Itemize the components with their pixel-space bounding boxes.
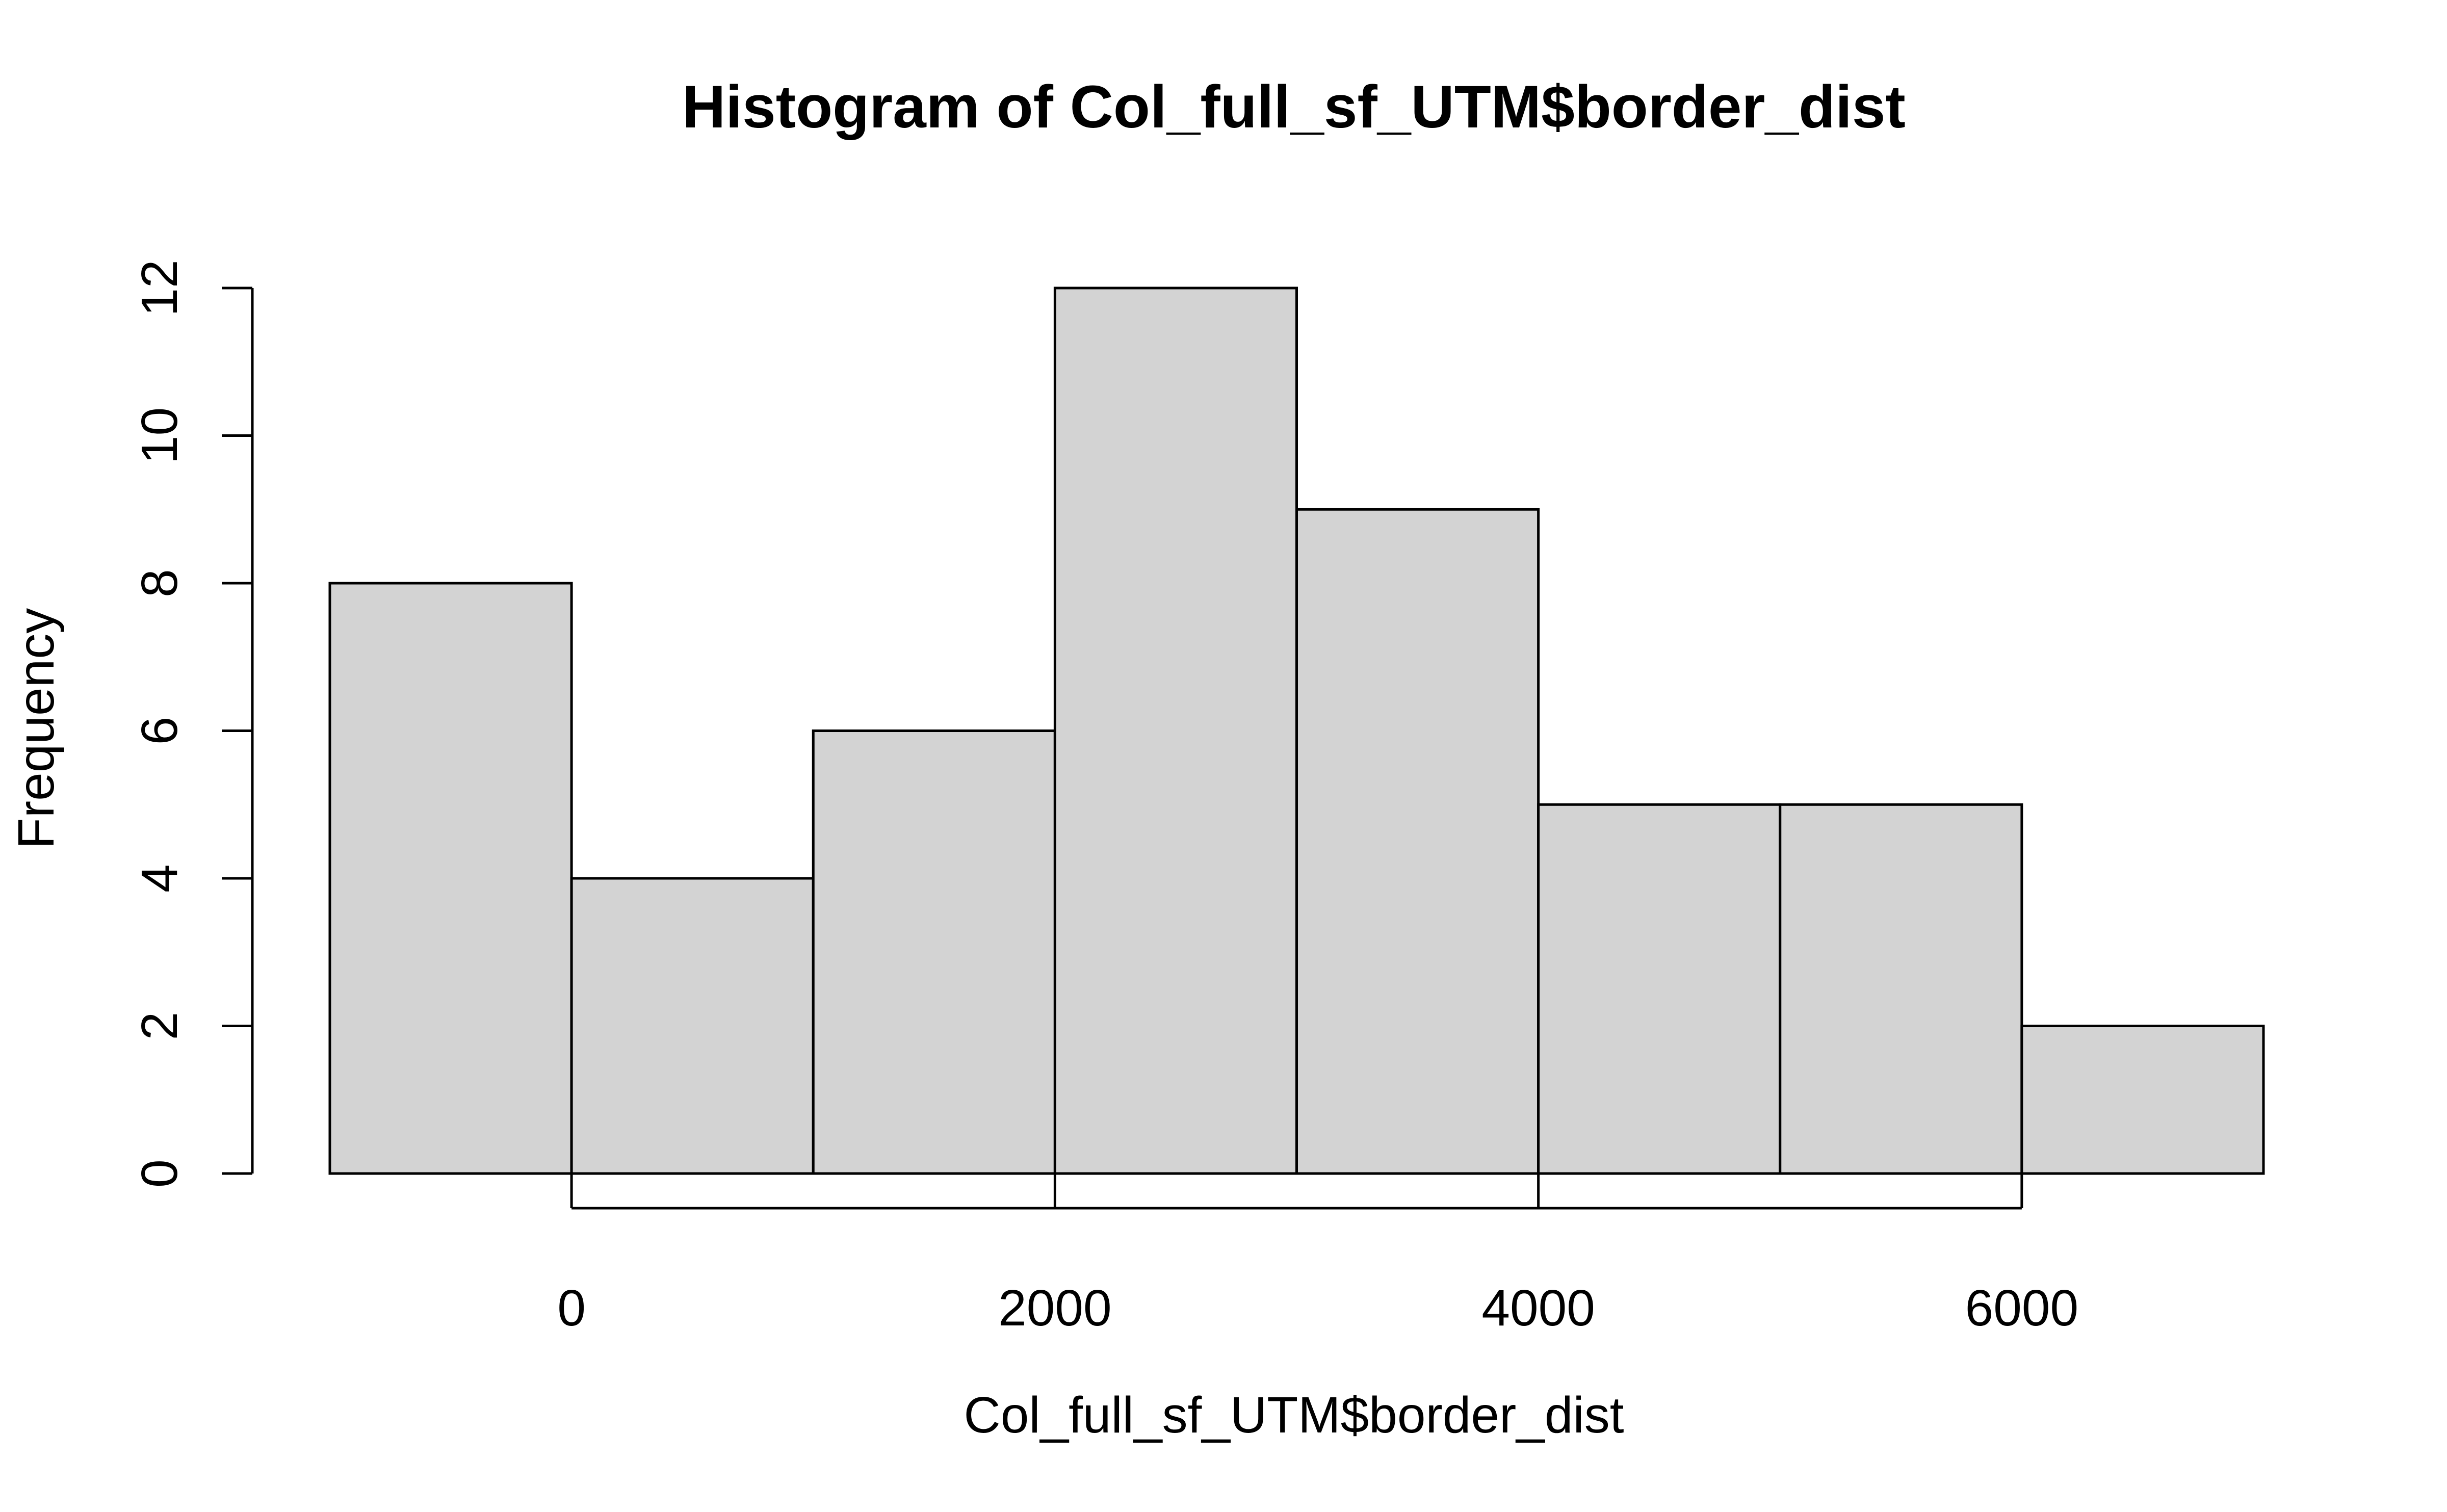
x-tick-label: 2000 [998, 1280, 1111, 1337]
y-tick-label: 2 [131, 1012, 188, 1040]
histogram-bar [1295, 508, 1540, 1175]
x-tick-label: 6000 [1965, 1280, 2078, 1337]
y-tick-label: 0 [131, 1159, 188, 1188]
chart-title: Histogram of Col_full_sf_UTM$border_dist [682, 73, 1906, 141]
x-axis: 0 2000 4000 6000 [557, 1174, 2078, 1337]
histogram-bar [1537, 803, 1782, 1175]
histogram-bar [812, 729, 1056, 1175]
y-tick-label: 6 [131, 717, 188, 745]
histogram-bar [1053, 286, 1298, 1175]
histogram-bar [570, 877, 815, 1175]
y-tick-label: 12 [131, 259, 188, 316]
y-axis: 0 2 4 6 8 10 12 [131, 259, 254, 1188]
histogram-bar [328, 582, 573, 1175]
x-axis-label: Col_full_sf_UTM$border_dist [964, 1387, 1624, 1444]
y-axis-label: Frequency [8, 608, 65, 849]
y-tick-label: 4 [131, 864, 188, 893]
histogram-bar [2020, 1025, 2265, 1175]
y-tick-label: 8 [131, 569, 188, 597]
x-tick-label: 0 [557, 1280, 586, 1337]
y-tick-label: 10 [131, 407, 188, 464]
bars-group [328, 286, 2265, 1175]
histogram-bar [1779, 803, 2023, 1175]
x-tick-label: 4000 [1481, 1280, 1595, 1337]
